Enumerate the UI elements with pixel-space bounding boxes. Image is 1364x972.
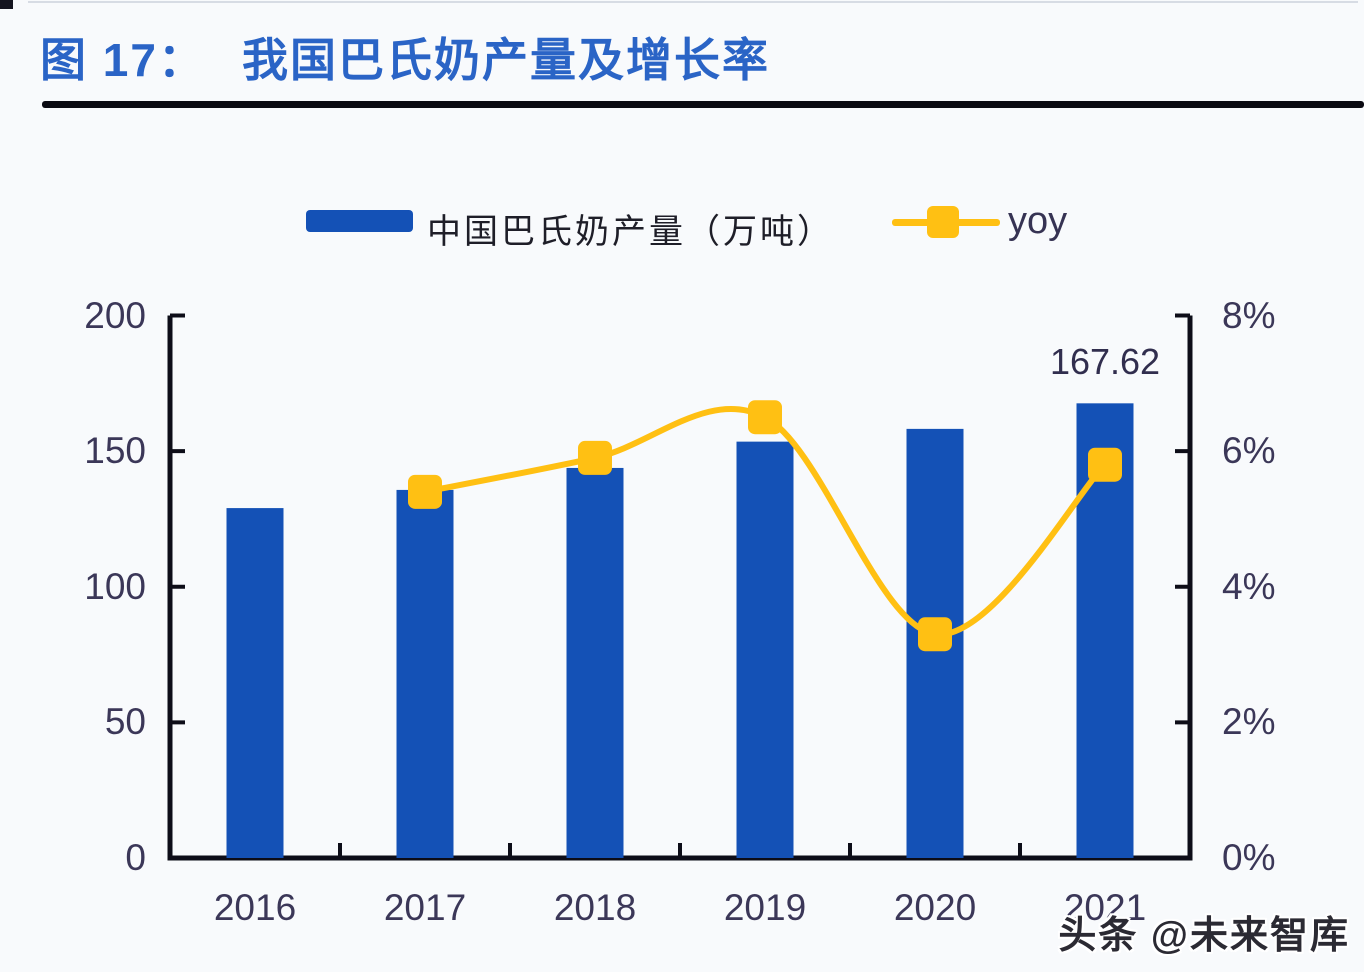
left-axis-label-0: 0 [125,837,146,878]
right-axis-label-6%: 6% [1222,430,1276,472]
figure-header: 图 17： 我国巴氏奶产量及增长率 [40,24,770,90]
figure-number: 图 17： [40,34,206,86]
left-axis-label-50: 50 [104,701,146,743]
axis-frame [167,315,1193,861]
yoy-marker-2017 [408,474,442,509]
watermark: 头条 @未来智库 [1058,915,1350,957]
x-axis-label-2017: 2017 [383,887,467,928]
x-axis-label-2019: 2019 [723,887,807,928]
yoy-line [422,405,1108,638]
left-axis-label-200: 200 [84,294,146,336]
x-axis-label-2018: 2018 [553,887,637,928]
header-separator [42,101,1364,108]
bar-2019 [736,441,794,858]
x-axis-label-2016: 2016 [213,887,297,928]
bar-2018 [566,467,624,858]
right-axis-label-8%: 8% [1222,294,1276,336]
production-series-label: 中国巴氏奶产量（万吨） [427,213,834,251]
yoy-series-label: yoy [1008,200,1068,242]
top-left-mark [0,0,13,9]
bar-2017 [396,489,454,858]
x-axis-label-2021: 2021 [1063,887,1147,928]
yoy-marker-2021 [1088,447,1122,482]
left-axis-label-150: 150 [84,430,146,472]
production-series-swatch [306,210,413,232]
bar-2016 [226,508,284,858]
figure-title: 我国巴氏奶产量及增长率 [241,34,770,86]
left-axis-label-100: 100 [84,565,146,607]
right-axis-label-0%: 0% [1222,837,1276,878]
top-border-line [28,1,1358,3]
bar-value-label-2021: 167.62 [1049,341,1161,383]
yoy-marker-2019 [748,400,782,435]
right-axis-label-4%: 4% [1222,565,1276,607]
x-axis-label-2020: 2020 [893,887,977,928]
yoy-marker-2018 [578,440,612,475]
right-axis-label-2%: 2% [1222,701,1276,743]
yoy-marker-2020 [918,617,952,652]
yoy-series-marker-swatch [927,206,959,238]
